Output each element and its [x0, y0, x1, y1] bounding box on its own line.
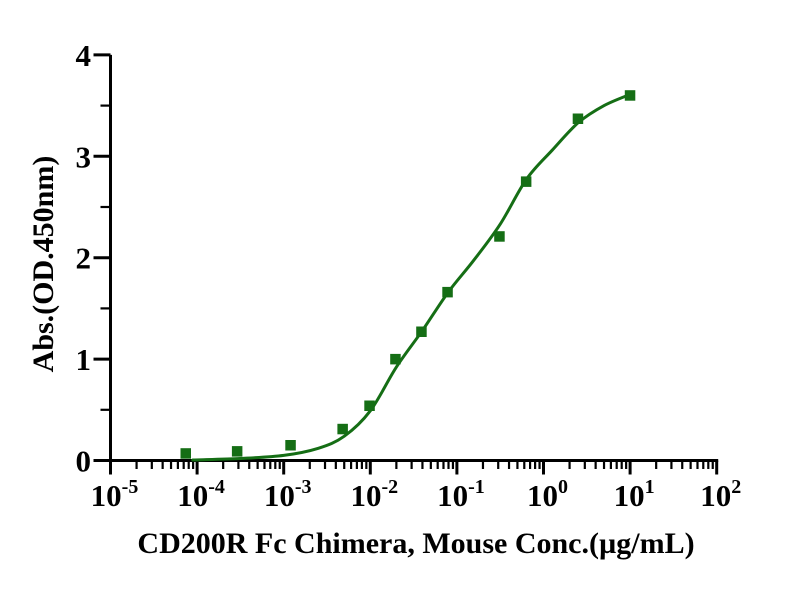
data-point-marker	[442, 286, 453, 298]
data-point-marker	[285, 440, 296, 451]
y-tick-label: 3	[76, 139, 92, 174]
data-point-marker	[180, 448, 191, 459]
y-axis-title: Abs.(OD.450nm)	[27, 155, 60, 373]
x-tick-label: 100	[527, 476, 568, 513]
data-point-marker	[494, 231, 505, 242]
data-point-marker	[231, 446, 243, 457]
x-tick-label: 101	[614, 476, 655, 513]
x-tick-label: 10-5	[91, 476, 139, 513]
y-tick-label: 2	[76, 241, 92, 276]
data-point-marker	[416, 326, 427, 337]
data-point-marker	[390, 353, 401, 365]
x-tick-label: 10-4	[177, 476, 225, 513]
x-tick-label: 102	[700, 476, 741, 513]
data-point-marker	[572, 113, 584, 124]
y-tick-label: 4	[76, 38, 92, 73]
x-tick-label: 10-2	[350, 476, 398, 513]
data-point-marker	[624, 90, 636, 101]
x-tick-label: 10-3	[264, 476, 312, 513]
y-tick-label: 0	[76, 444, 92, 479]
data-point-marker	[364, 400, 375, 411]
data-point-marker	[520, 176, 532, 187]
x-tick-label: 10-1	[437, 476, 485, 513]
data-point-marker	[337, 423, 348, 435]
y-tick-label: 1	[76, 342, 92, 377]
x-axis-title: CD200R Fc Chimera, Mouse Conc.(µg/mL)	[137, 527, 695, 560]
fit-curve	[191, 92, 632, 462]
